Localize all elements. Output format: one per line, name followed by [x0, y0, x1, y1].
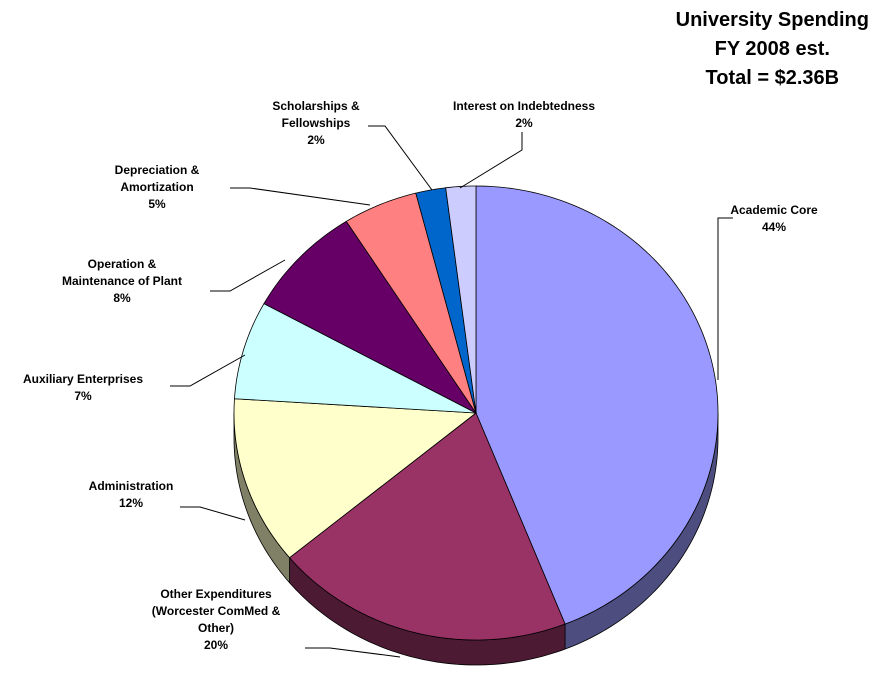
leader-line [717, 217, 733, 380]
category-name: Auxiliary Enterprises [22, 372, 144, 386]
slice [475, 185, 719, 625]
value-label: 8% [113, 291, 131, 305]
slice-label: Depreciation & Amortization 5% [115, 162, 200, 213]
slice [233, 398, 478, 559]
category-name: Administration [88, 479, 174, 493]
value-label: 7% [74, 389, 92, 403]
leader-line [210, 259, 286, 292]
slice-label: Operation & Maintenance of Plant 8% [62, 256, 182, 307]
leader-line [305, 647, 401, 658]
category-name: Academic Core [730, 203, 818, 217]
value-label: 20% [203, 638, 229, 652]
slice [234, 303, 477, 414]
category-name: Scholarships & Fellowships [272, 99, 360, 130]
slice-label: Academic Core 44% [730, 202, 817, 236]
value-label: 2% [515, 116, 533, 130]
slice [288, 412, 566, 641]
slice [445, 185, 477, 414]
slice [263, 220, 477, 414]
slice-label: Scholarships & Fellowships 2% [272, 98, 359, 149]
category-name: Other Expenditures (Worcester ComMed & O… [151, 587, 281, 635]
value-label: 5% [148, 197, 166, 211]
category-name: Operation & Maintenance of Plant [61, 257, 183, 288]
slice [345, 192, 477, 414]
category-name: Interest on Indebtedness [452, 99, 596, 113]
slice [415, 187, 477, 414]
slice-label: Auxiliary Enterprises 7% [23, 371, 143, 405]
value-label: 12% [118, 496, 144, 510]
chart-title: University Spending FY 2008 est. Total =… [675, 9, 869, 89]
value-label: 2% [307, 133, 325, 147]
slice-label: Interest on Indebtedness 2% [453, 98, 595, 132]
leader-line [459, 132, 523, 189]
value-label: 44% [761, 220, 787, 234]
leader-line [170, 354, 246, 387]
leader-line [230, 187, 371, 206]
slice-label: Administration 12% [89, 478, 174, 512]
leader-line [368, 125, 433, 191]
leader-line [180, 506, 246, 521]
category-name: Depreciation & Amortization [114, 163, 200, 194]
slice-label: Other Expenditures (Worcester ComMed & O… [152, 586, 280, 654]
